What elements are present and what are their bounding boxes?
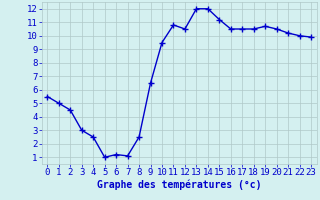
X-axis label: Graphe des températures (°c): Graphe des températures (°c) xyxy=(97,180,261,190)
